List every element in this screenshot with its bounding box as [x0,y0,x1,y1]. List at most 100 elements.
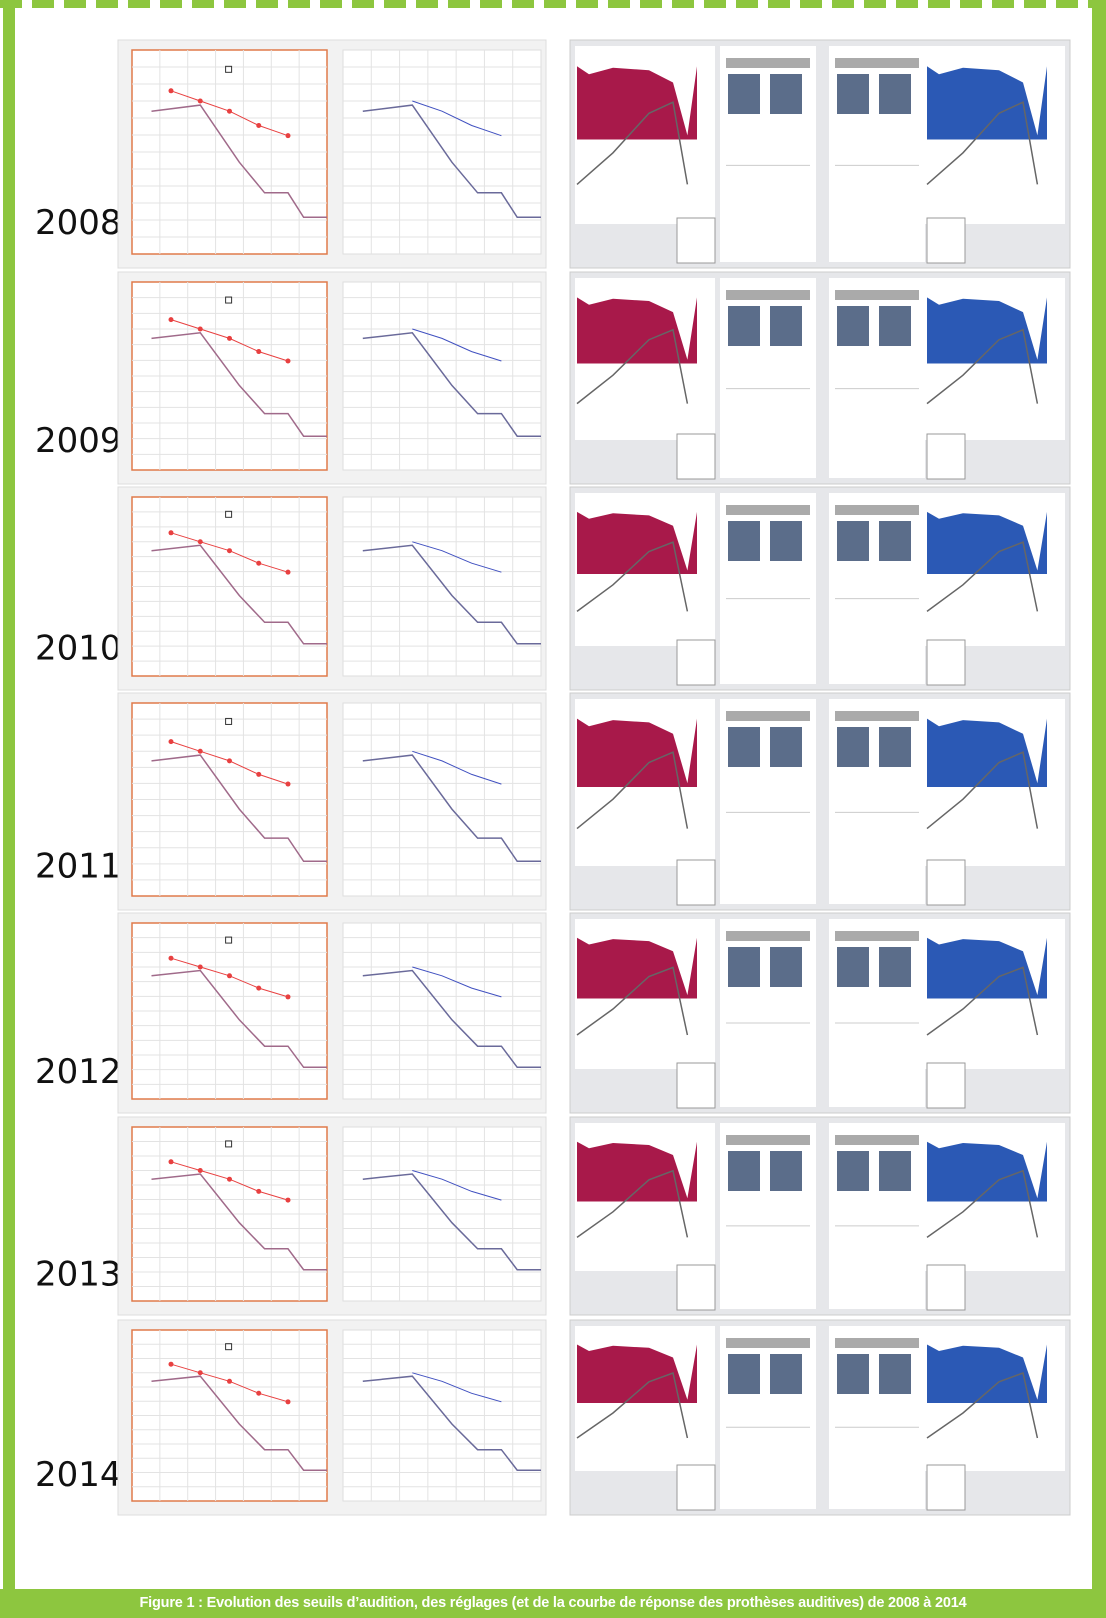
aided-point [256,1189,261,1194]
settings-header [835,1135,919,1145]
caption: Figure 1 : Evolution des seuils d’auditi… [0,1589,1106,1618]
aided-point [286,1399,291,1404]
settings-block [770,521,802,561]
aided-point [256,349,261,354]
settings-header [835,290,919,300]
settings-header [726,290,810,300]
settings-block [770,1354,802,1394]
aided-point [227,1177,232,1182]
settings-header [835,58,919,68]
mini-chart [927,1465,965,1510]
aided-point [198,99,203,104]
aided-point [256,123,261,128]
settings-panel [829,1326,925,1509]
mini-chart [677,434,715,479]
settings-block [837,1151,869,1191]
year-label: 2012 [35,1052,122,1092]
settings-header [835,931,919,941]
settings-panel [829,1123,925,1309]
aided-point [169,1362,174,1367]
settings-panel [720,1326,816,1509]
aided-point [256,561,261,566]
settings-header [726,931,810,941]
settings-block [728,727,760,767]
settings-block [728,521,760,561]
settings-block [837,1354,869,1394]
aided-point [286,570,291,575]
aided-point [169,530,174,535]
settings-block [770,74,802,114]
settings-block [837,947,869,987]
aided-point [198,1168,203,1173]
aided-point [198,965,203,970]
settings-header [835,1338,919,1348]
aided-point [227,336,232,341]
settings-block [879,1151,911,1191]
settings-block [879,727,911,767]
mini-chart [677,640,715,685]
settings-block [879,74,911,114]
aided-point [227,1379,232,1384]
aided-point [227,758,232,763]
year-label: 2011 [35,846,122,886]
settings-block [837,521,869,561]
mini-chart [927,640,965,685]
left-border [3,8,15,1589]
aided-point [227,548,232,553]
aided-point [227,973,232,978]
aided-point [169,739,174,744]
aided-point [169,317,174,322]
settings-header [726,58,810,68]
aided-point [256,772,261,777]
aided-point [286,782,291,787]
settings-block [770,947,802,987]
aided-point [227,109,232,114]
aided-point [198,1370,203,1375]
aided-point [198,327,203,332]
settings-block [837,74,869,114]
aided-point [286,358,291,363]
settings-block [879,306,911,346]
settings-header [726,1135,810,1145]
settings-block [837,727,869,767]
page: 2008200920102011201220132014 Figure 1 : … [0,0,1106,1618]
mini-chart [927,860,965,905]
year-label: 2009 [35,421,122,461]
aided-point [169,88,174,93]
aided-point [286,1198,291,1203]
year-label: 2010 [35,629,122,669]
settings-block [728,1354,760,1394]
mini-chart [927,1265,965,1310]
settings-block [728,1151,760,1191]
settings-block [879,947,911,987]
figure: 2008200920102011201220132014 [0,0,1106,1589]
settings-header [835,711,919,721]
aided-point [256,986,261,991]
settings-panel [720,1123,816,1309]
right-border [1092,8,1106,1589]
settings-header [726,1338,810,1348]
settings-block [879,1354,911,1394]
aided-point [286,133,291,138]
settings-block [770,727,802,767]
mini-chart [677,218,715,263]
settings-block [770,1151,802,1191]
aided-point [169,1159,174,1164]
settings-block [837,306,869,346]
mini-chart [677,1265,715,1310]
aided-point [198,539,203,544]
aided-point [198,749,203,754]
aided-point [286,994,291,999]
settings-header [726,505,810,515]
settings-block [770,306,802,346]
settings-block [728,74,760,114]
settings-block [728,306,760,346]
settings-header [835,505,919,515]
settings-block [728,947,760,987]
aided-point [256,1391,261,1396]
mini-chart [927,434,965,479]
year-label: 2013 [35,1254,122,1294]
year-label: 2008 [35,203,122,243]
settings-block [879,521,911,561]
mini-chart [927,1063,965,1108]
